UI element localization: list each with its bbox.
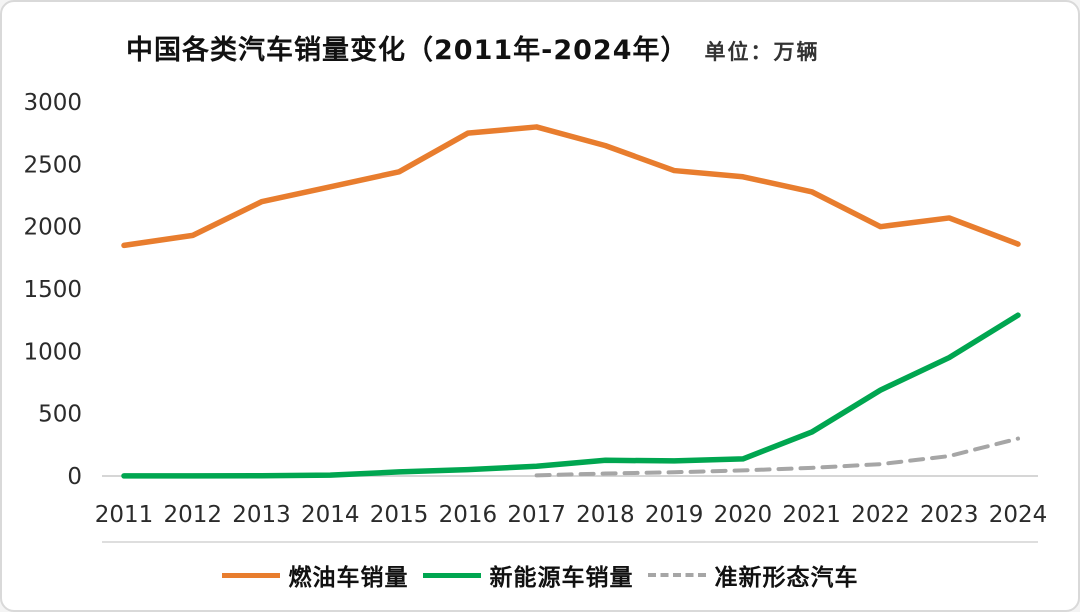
- x-tick-label: 2015: [370, 502, 429, 528]
- chart-header: 中国各类汽车销量变化（2011年-2024年） 单位：万辆: [126, 28, 1058, 67]
- y-tick-label: 3000: [23, 90, 82, 116]
- x-tick-label: 2013: [232, 502, 291, 528]
- y-tick-label: 500: [38, 402, 82, 428]
- x-tick-label: 2024: [989, 502, 1048, 528]
- legend-item: 准新形态汽车: [647, 558, 859, 592]
- y-tick-label: 2000: [23, 215, 82, 241]
- legend-line-nev-icon: [422, 572, 481, 578]
- legend-label-fuel: 燃油车销量: [288, 565, 409, 591]
- chart-legend: 燃油车销量 新能源车销量 准新形态汽车: [2, 558, 1078, 592]
- y-tick-label: 2500: [23, 152, 82, 178]
- y-tick-label: 1500: [23, 277, 82, 303]
- legend-line-quasi-icon: [647, 573, 706, 577]
- x-tick-label: 2020: [714, 502, 773, 528]
- series-line-1: [121, 312, 1021, 479]
- x-tick-label: 2023: [920, 502, 979, 528]
- chart-title: 中国各类汽车销量变化（2011年-2024年）: [126, 35, 689, 66]
- x-tick-label: 2014: [301, 502, 360, 528]
- legend-item: 燃油车销量: [221, 558, 409, 592]
- x-tick-label: 2017: [507, 502, 566, 528]
- x-tick-label: 2022: [851, 502, 910, 528]
- legend-line-fuel-icon: [221, 572, 280, 578]
- chart-unit-label: 单位：万辆: [704, 40, 820, 64]
- x-tick-label: 2012: [163, 502, 222, 528]
- legend-item: 新能源车销量: [422, 558, 634, 592]
- x-tick-label: 2018: [576, 502, 635, 528]
- x-tick-label: 2019: [645, 502, 704, 528]
- x-tick-label: 2016: [439, 502, 498, 528]
- x-tick-label: 2021: [782, 502, 841, 528]
- legend-label-nev: 新能源车销量: [489, 565, 634, 591]
- series-line-2: [534, 436, 1020, 478]
- y-tick-label: 1000: [23, 339, 82, 365]
- series-line-0: [121, 124, 1021, 249]
- y-tick-label: 0: [67, 464, 82, 490]
- legend-label-quasi: 准新形态汽车: [714, 565, 859, 591]
- x-tick-label: 2011: [95, 502, 154, 528]
